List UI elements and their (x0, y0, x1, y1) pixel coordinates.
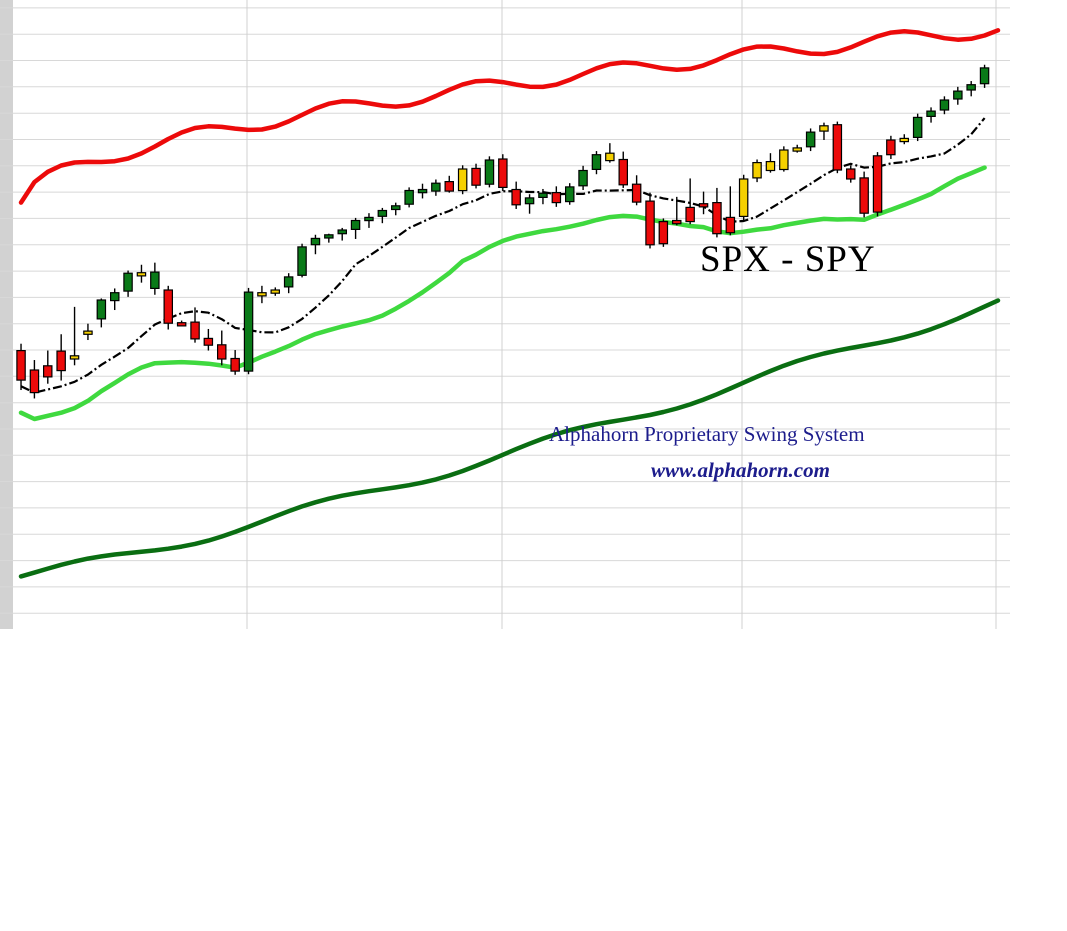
brand-system-text: Alphahorn Proprietary Swing System (549, 422, 865, 446)
candlestick-series (16, 64, 990, 399)
right-price-axis (1010, 0, 1067, 931)
swing-plot-svg (0, 800, 1067, 906)
swing-panel (0, 800, 1067, 906)
macd-panel (0, 706, 1067, 800)
brand-url-text: www.alphahorn.com (651, 458, 830, 482)
oscillator-panel (0, 637, 1067, 706)
macd-plot-svg (0, 706, 1067, 800)
price-panel (0, 0, 1010, 629)
chart-title: SPX - SPY (700, 239, 876, 280)
x-axis (0, 905, 1067, 931)
price-plot-svg (0, 0, 1010, 629)
oscillator-plot-svg (0, 637, 1067, 706)
